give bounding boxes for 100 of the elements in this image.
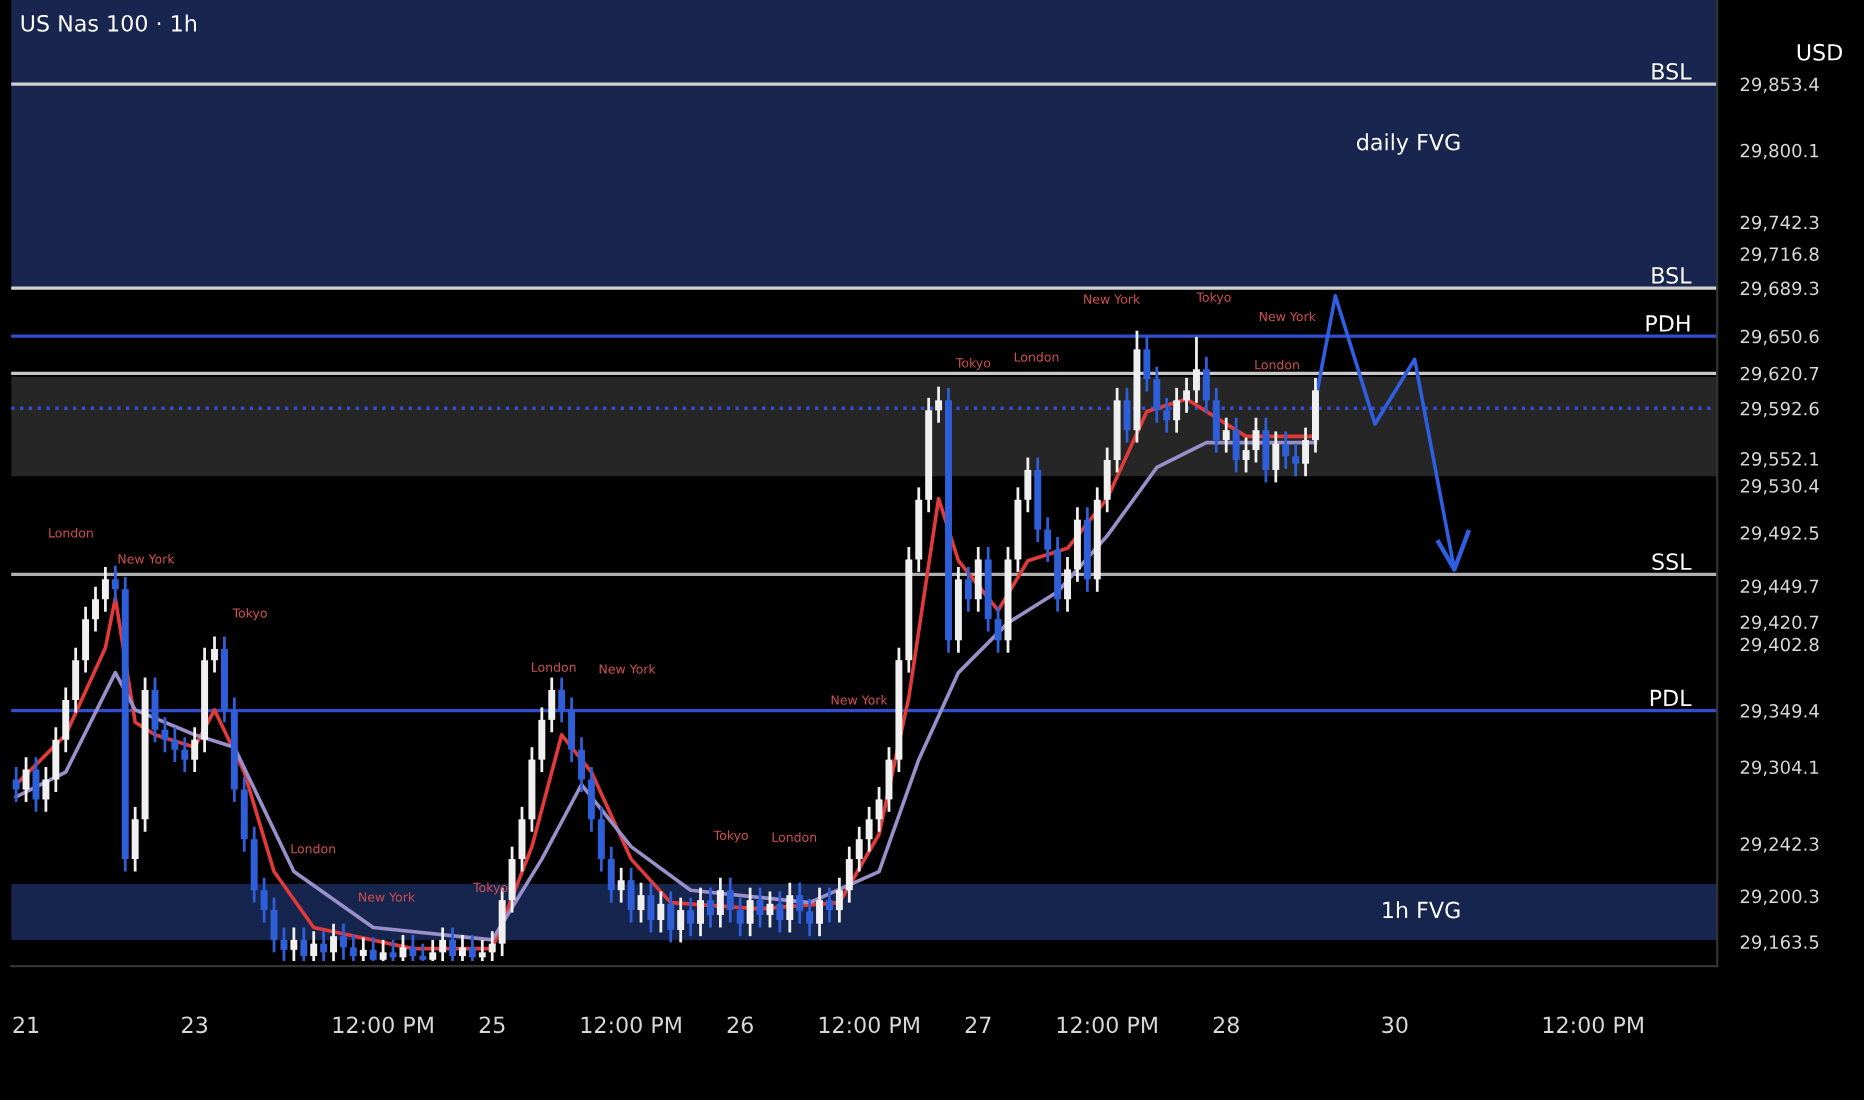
candlestick [1252, 416, 1260, 464]
x-tick-label: 28 [1213, 1016, 1239, 1034]
y-tick-label: 29,650.6 [1740, 329, 1819, 346]
candlestick [111, 564, 119, 604]
candlestick [726, 876, 734, 924]
candlestick [82, 605, 90, 674]
candlestick [1044, 515, 1052, 564]
candlestick [1272, 430, 1280, 484]
candlestick [290, 926, 298, 963]
candlestick [1163, 396, 1171, 435]
candlestick [538, 706, 546, 774]
candlestick [746, 886, 754, 938]
x-tick-label: 12:00 PM [333, 1016, 433, 1034]
ref-line-label: PDH [1646, 315, 1690, 332]
candlestick [389, 938, 397, 963]
candlestick [409, 933, 417, 963]
y-tick-label: 29,200.3 [1740, 889, 1819, 905]
candlestick [339, 922, 347, 962]
y-tick-label: 29,552.1 [1740, 452, 1819, 468]
candlestick [587, 765, 595, 834]
candlestick [508, 845, 516, 914]
x-tick-label: 23 [182, 1016, 208, 1034]
candlestick [667, 890, 675, 944]
candlestick [806, 897, 814, 938]
candlestick [875, 785, 883, 834]
candlestick [766, 890, 774, 929]
candlestick [1143, 335, 1151, 394]
candlestick [131, 805, 139, 873]
candlestick [1242, 436, 1250, 474]
candlestick [320, 929, 328, 963]
candlestick [548, 676, 556, 734]
y-tick-label: 29,800.1 [1740, 143, 1819, 160]
candlestick [1153, 365, 1161, 425]
candlestick [974, 545, 982, 614]
candlestick [835, 876, 843, 924]
x-tick-label: 12:00 PM [581, 1016, 681, 1034]
candlestick [607, 845, 615, 904]
band-label: 1h FVG [1383, 901, 1460, 919]
candlestick [1183, 376, 1191, 415]
candlestick [1064, 555, 1071, 614]
candlestick [379, 938, 387, 963]
candlestick [359, 936, 367, 963]
candlestick [181, 735, 189, 774]
candlestick [597, 805, 605, 873]
y-tick-label: 29,304.1 [1740, 760, 1819, 776]
candlestick [1222, 416, 1230, 454]
x-tick-label: 27 [965, 1016, 991, 1033]
candlestick [459, 933, 466, 963]
candlestick [310, 929, 318, 963]
x-tick-label: 12:00 PM [1057, 1016, 1157, 1034]
candlestick [657, 890, 665, 934]
ref-line-label: SSL [1652, 553, 1692, 571]
y-tick-label: 29,492.5 [1740, 526, 1819, 542]
candlestick [1292, 442, 1300, 478]
candlestick [736, 896, 744, 938]
y-tick-label: 29,689.3 [1740, 281, 1819, 298]
y-tick-label: 29,530.4 [1740, 479, 1819, 495]
candlestick [429, 938, 437, 963]
candlestick [1262, 416, 1270, 484]
candlestick [865, 805, 873, 854]
candlestick [776, 890, 784, 934]
candlestick [677, 896, 685, 944]
candlestick [1192, 335, 1200, 405]
candlestick [647, 881, 655, 934]
candlestick [687, 896, 695, 938]
candlestick [42, 765, 50, 814]
candlestick [191, 725, 199, 774]
candlestick [369, 936, 377, 963]
candlestick [568, 696, 576, 764]
candlestick [617, 866, 625, 904]
x-tick-label: 26 [727, 1016, 753, 1034]
candlestick [349, 933, 357, 963]
x-tick-label: 25 [479, 1016, 505, 1034]
candlestick [468, 933, 476, 963]
candlestick [935, 385, 943, 425]
ref-line-label: BSL [1652, 62, 1692, 80]
candlestick [22, 755, 30, 804]
candlestick [260, 876, 268, 924]
candlestick [449, 926, 457, 963]
candlestick [1302, 426, 1310, 478]
y-tick-label: 29,242.3 [1740, 837, 1819, 853]
candlestick [439, 926, 447, 963]
candlestick [478, 938, 486, 963]
candlestick [855, 825, 863, 873]
y-tick-label: 29,716.8 [1740, 247, 1819, 263]
candlestick [964, 565, 972, 614]
y-tick-label: 29,163.5 [1740, 935, 1819, 951]
candlestick [171, 725, 179, 764]
candlestick [101, 565, 109, 614]
y-tick-label: 29,853.4 [1740, 77, 1819, 93]
candlestick [1282, 430, 1290, 471]
candlestick [62, 686, 70, 754]
y-tick-label: 29,592.6 [1740, 401, 1819, 418]
candlestick [1173, 386, 1181, 435]
candlestick [161, 715, 169, 754]
candlestick [1024, 456, 1032, 514]
candlestick [578, 735, 585, 794]
candlestick [211, 635, 218, 674]
x-tick-label: 21 [13, 1016, 39, 1033]
y-tick-label: 29,742.3 [1740, 215, 1819, 232]
